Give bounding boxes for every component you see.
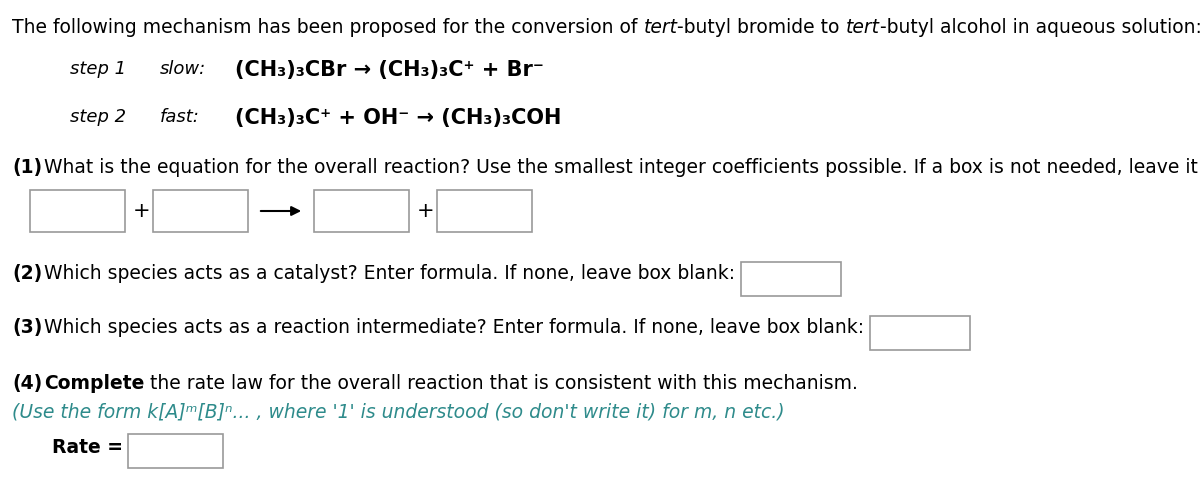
Bar [30, 190, 125, 232]
Text: What is the equation for the overall reaction? Use the smallest integer coeffici: What is the equation for the overall rea… [44, 158, 1200, 177]
Text: (1): (1) [12, 158, 42, 177]
Text: (3): (3) [12, 318, 42, 337]
Text: -butyl alcohol in aqueous solution:: -butyl alcohol in aqueous solution: [880, 18, 1200, 37]
Bar [742, 262, 841, 296]
Text: The following mechanism has been proposed for the conversion of: The following mechanism has been propose… [12, 18, 643, 37]
Text: (4): (4) [12, 374, 42, 393]
Text: (2): (2) [12, 264, 42, 283]
Text: +: + [418, 201, 434, 221]
Text: step 2: step 2 [70, 108, 126, 126]
Text: (Use the form k[A]ᵐ[B]ⁿ... , where '1' is understood (so don't write it) for m, : (Use the form k[A]ᵐ[B]ⁿ... , where '1' i… [12, 402, 785, 421]
Text: the rate law for the overall reaction that is consistent with this mechanism.: the rate law for the overall reaction th… [144, 374, 858, 393]
Text: slow:: slow: [160, 60, 206, 78]
Text: Complete: Complete [44, 374, 144, 393]
Text: tert: tert [846, 18, 880, 37]
Bar [314, 190, 409, 232]
Text: (CH₃)₃CBr → (CH₃)₃C⁺ + Br⁻: (CH₃)₃CBr → (CH₃)₃C⁺ + Br⁻ [235, 60, 544, 80]
Text: tert: tert [643, 18, 677, 37]
Text: -butyl bromide to: -butyl bromide to [677, 18, 846, 37]
Text: +: + [133, 201, 151, 221]
Bar [437, 190, 532, 232]
Text: Rate =: Rate = [52, 438, 124, 457]
Text: step 1: step 1 [70, 60, 126, 78]
Bar [154, 190, 248, 232]
Bar [870, 316, 970, 350]
Text: Which species acts as a catalyst? Enter formula. If none, leave box blank:: Which species acts as a catalyst? Enter … [44, 264, 736, 283]
Text: Which species acts as a reaction intermediate? Enter formula. If none, leave box: Which species acts as a reaction interme… [44, 318, 864, 337]
Text: (CH₃)₃C⁺ + OH⁻ → (CH₃)₃COH: (CH₃)₃C⁺ + OH⁻ → (CH₃)₃COH [235, 108, 562, 128]
Text: fast:: fast: [160, 108, 200, 126]
Bar [128, 434, 223, 468]
